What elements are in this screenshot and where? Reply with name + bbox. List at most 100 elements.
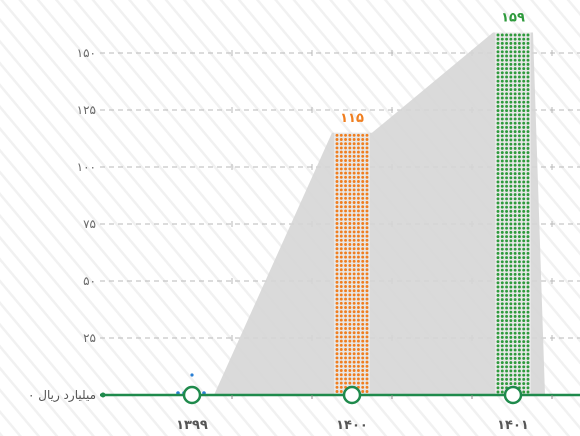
bar-dot <box>361 159 365 162</box>
bar-dot <box>365 192 369 196</box>
bar-dot <box>348 306 352 309</box>
bar-dot <box>505 193 509 197</box>
bar-dot <box>526 361 530 365</box>
bar-dot <box>526 46 530 50</box>
bar-dot <box>509 180 513 184</box>
bar-dot <box>348 318 352 322</box>
bar-dot <box>496 327 500 331</box>
bar-dot <box>517 361 521 365</box>
bar-dot <box>352 142 356 146</box>
bar-dot <box>344 150 348 154</box>
bar-dot <box>352 364 356 368</box>
bar-dot <box>513 239 517 243</box>
bar-dot <box>522 323 526 327</box>
bar-dot <box>522 50 526 54</box>
bar-dot <box>500 260 504 264</box>
bar-dot <box>522 67 526 71</box>
bar-dot <box>526 109 530 113</box>
bar-dot <box>513 205 517 209</box>
bar-dot <box>517 130 521 134</box>
bar-dot <box>365 163 369 167</box>
bar-dot <box>505 104 509 108</box>
bar-dot <box>335 159 339 162</box>
bar-dot <box>517 323 521 327</box>
bar-dot <box>496 58 500 62</box>
bar-dot <box>339 159 343 162</box>
bar-dot <box>500 218 504 222</box>
bar-dot <box>344 138 348 141</box>
bar-dot <box>513 235 517 239</box>
bar-dot <box>335 150 339 154</box>
bar-dot <box>335 184 339 188</box>
bar-dot <box>496 88 500 92</box>
bar-dot <box>335 247 339 251</box>
bar-dot <box>513 293 517 297</box>
bar-dot <box>361 331 365 335</box>
bar-dot <box>517 88 521 92</box>
bar-dot <box>352 213 356 217</box>
bar-dot <box>513 272 517 276</box>
bar-dot <box>339 201 343 204</box>
bar-dot <box>509 331 513 335</box>
bar-dot <box>513 54 517 58</box>
bar-dot <box>356 377 360 381</box>
bar-dot <box>339 192 343 196</box>
bar-dot <box>344 201 348 204</box>
bar-dot <box>496 62 500 66</box>
bar-dot <box>356 285 360 288</box>
bar-dot <box>522 155 526 159</box>
bar-dot <box>505 319 509 323</box>
bar-dot <box>344 306 348 309</box>
bar-dot <box>365 154 369 158</box>
bar-dot <box>496 268 500 272</box>
bar-dot <box>509 193 513 197</box>
bar-dot <box>500 96 504 100</box>
bar-dot <box>526 167 530 171</box>
bar-dot <box>505 67 509 71</box>
bar-dot <box>509 340 513 344</box>
bar-dot <box>500 62 504 66</box>
bar-dot <box>522 348 526 352</box>
bar-dot <box>505 197 509 201</box>
bar-dot <box>526 218 530 222</box>
bar-dot <box>335 289 339 293</box>
bar-dot <box>356 188 360 192</box>
bar-dot <box>500 46 504 50</box>
bar-dot <box>505 130 509 134</box>
bar-dot <box>496 277 500 281</box>
bar-dot <box>500 369 504 373</box>
bar-dot <box>496 130 500 134</box>
bar-dot <box>365 276 369 280</box>
bar-dot <box>365 243 369 246</box>
bar-dot <box>505 230 509 234</box>
bar-dot <box>335 369 339 372</box>
bar-dot <box>517 281 521 285</box>
bar-dot <box>335 238 339 242</box>
bar-dot <box>352 146 356 150</box>
bar-dot <box>344 230 348 234</box>
bar-dot <box>500 92 504 96</box>
x-marker <box>503 385 523 405</box>
y-tick-label: ۵۰ <box>83 274 96 288</box>
bar-dot <box>496 331 500 335</box>
bar-dot <box>513 373 517 377</box>
bar-dot <box>365 196 369 200</box>
bar-dot <box>513 58 517 62</box>
bar-dot <box>500 75 504 79</box>
bar-dot <box>513 201 517 205</box>
bar-dot <box>348 230 352 234</box>
bar-dot <box>500 348 504 352</box>
bar-dot <box>509 209 513 213</box>
bar-dot <box>505 83 509 87</box>
bar-dot <box>500 365 504 369</box>
bar-dot <box>365 255 369 259</box>
bar-dot <box>344 209 348 213</box>
bar-dot <box>365 268 369 272</box>
bar-dot <box>505 92 509 96</box>
bar-dot <box>500 142 504 146</box>
bar-dot <box>348 142 352 146</box>
bar-dot <box>339 171 343 175</box>
bar-dot <box>361 171 365 175</box>
bar-dot <box>505 277 509 281</box>
bar-dot <box>365 188 369 192</box>
